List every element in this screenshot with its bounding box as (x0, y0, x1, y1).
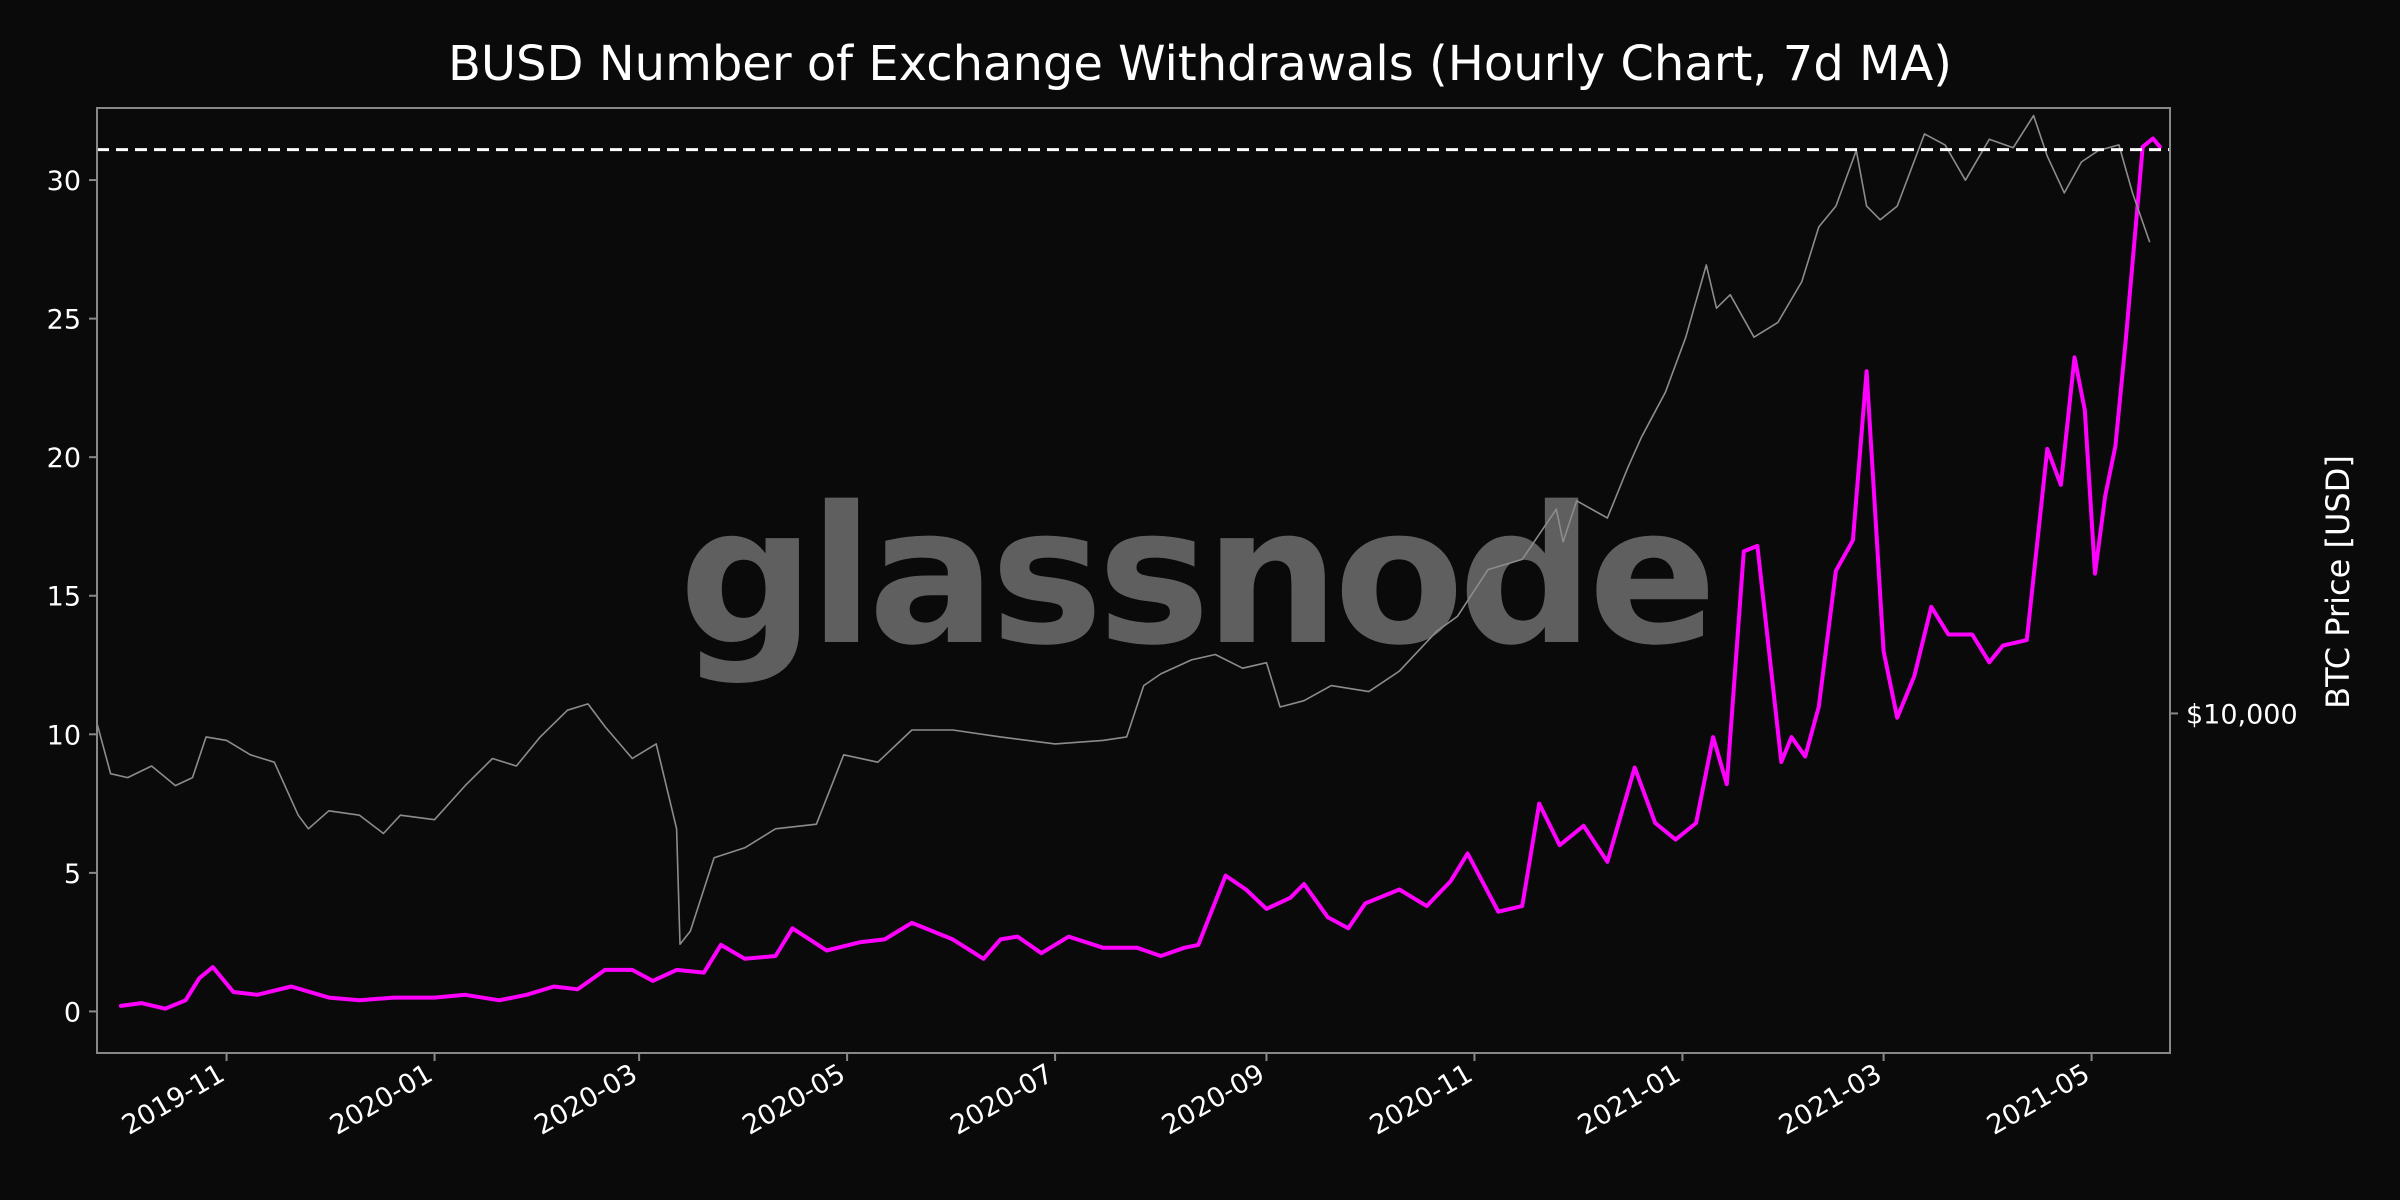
watermark: glassnode (679, 466, 1711, 687)
y-tick-label: 25 (47, 305, 81, 336)
y-tick-label: 10 (47, 720, 81, 751)
y-tick-label: 5 (64, 859, 81, 890)
withdrawals-line (118, 136, 2162, 1011)
y-tick-label: 15 (47, 582, 81, 613)
right-tick-label: $10,000 (2186, 699, 2298, 730)
plot-frame (96, 107, 2171, 1054)
right-axis-ticks: $10,000 (2170, 699, 2298, 730)
chart-title: BUSD Number of Exchange Withdrawals (Hou… (448, 36, 1952, 92)
plot-area (96, 114, 2170, 1011)
y-tick-label: 0 (64, 997, 81, 1028)
btc-price-line (96, 114, 2151, 946)
y-axis-ticks: 0 5 10 15 20 25 30 (47, 166, 97, 1028)
y-tick-label: 20 (47, 443, 81, 474)
y-tick-label: 30 (47, 166, 81, 197)
right-axis-label: BTC Price [USD] (2319, 455, 2357, 709)
